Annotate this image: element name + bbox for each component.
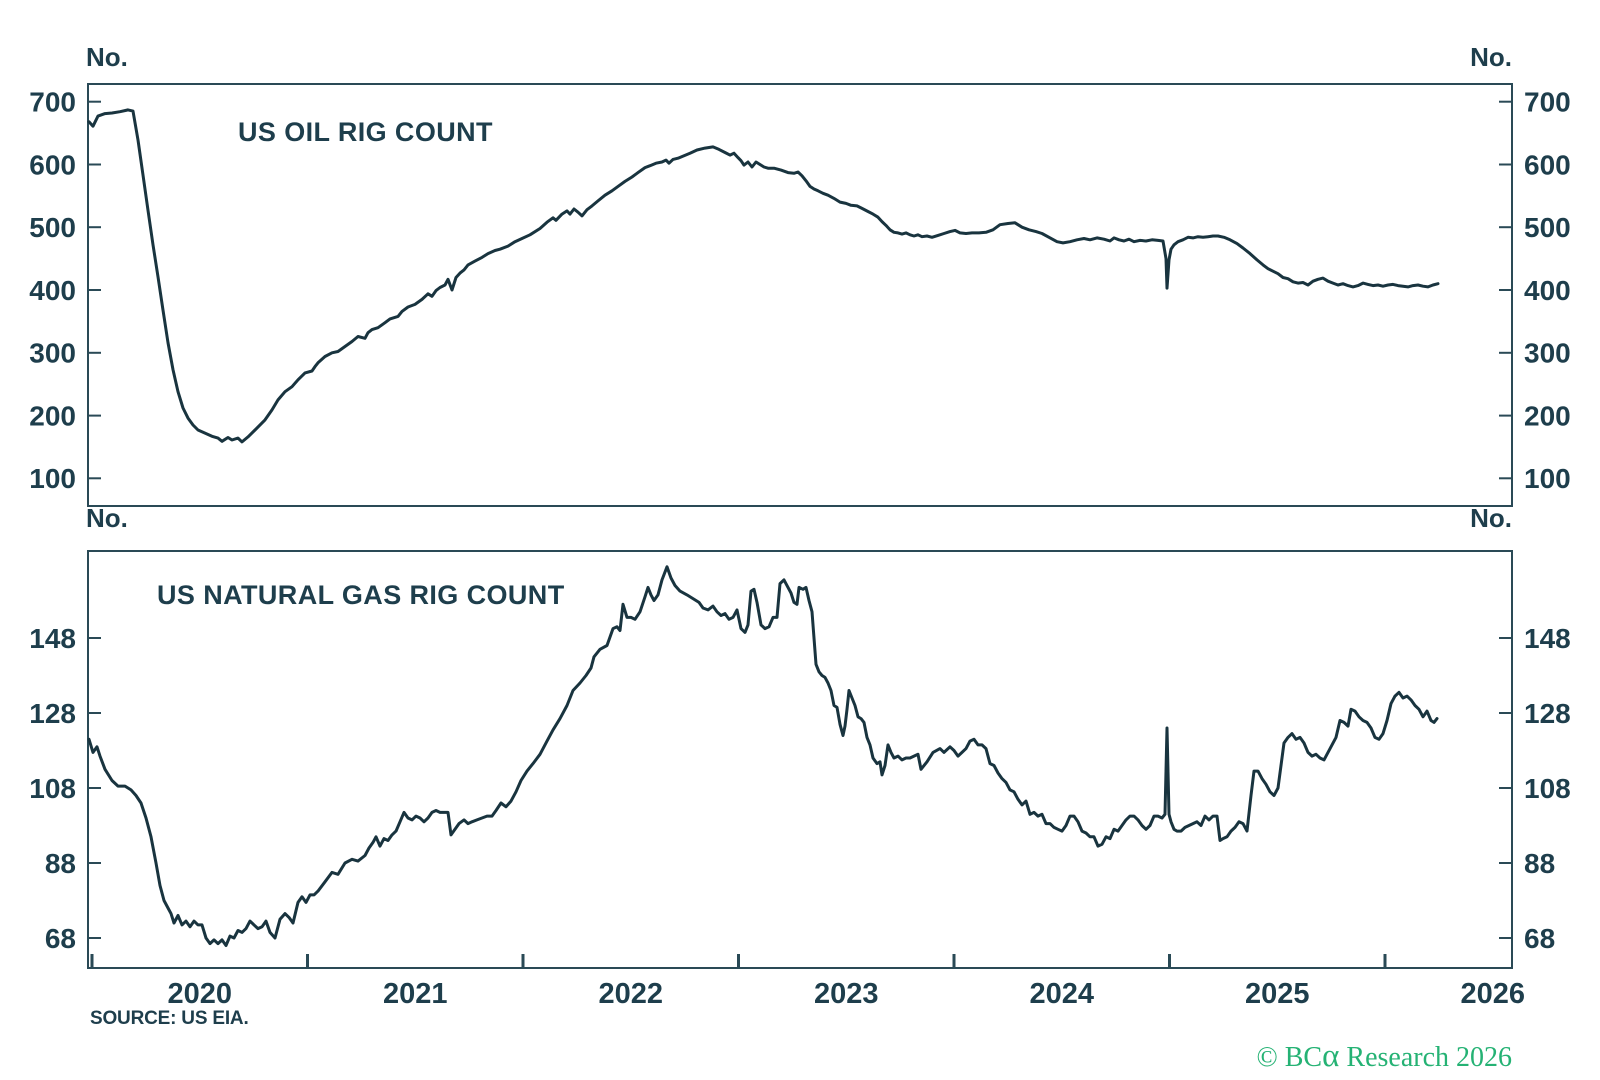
source-note: SOURCE: US EIA. xyxy=(90,1008,249,1029)
y-tick-label-right: 108 xyxy=(1524,773,1571,804)
us-oil-rig-count-line xyxy=(87,108,1440,444)
y-tick-label-left: 148 xyxy=(29,623,76,654)
unit-label-oil-left: No. xyxy=(86,42,128,72)
unit-label-oil-right: No. xyxy=(1470,42,1512,72)
y-tick-label-right: 300 xyxy=(1524,338,1571,369)
x-year-label: 2025 xyxy=(1245,978,1310,1010)
plot-border xyxy=(87,550,1513,969)
y-tick-label-left: 500 xyxy=(29,212,76,243)
y-tick-label-left: 108 xyxy=(29,773,76,804)
gas-chart-title: US NATURAL GAS RIG COUNT xyxy=(157,580,565,610)
unit-label-gas-left: No. xyxy=(86,503,128,533)
y-tick-label-right: 600 xyxy=(1524,149,1571,180)
y-tick-label-right: 128 xyxy=(1524,698,1571,729)
y-tick-label-left: 300 xyxy=(29,338,76,369)
alpha-glyph: α xyxy=(1322,1038,1340,1074)
unit-label-gas-right: No. xyxy=(1470,503,1512,533)
y-tick-label-left: 200 xyxy=(29,400,76,431)
x-year-label: 2020 xyxy=(168,978,233,1010)
copyright-suffix: Research 2026 xyxy=(1339,1042,1512,1073)
x-year-label: 2024 xyxy=(1030,978,1095,1010)
y-tick-label-right: 700 xyxy=(1524,87,1571,118)
x-year-label: 2021 xyxy=(383,978,448,1010)
y-tick-label-left: 600 xyxy=(29,149,76,180)
plot-border xyxy=(87,83,1513,507)
y-tick-label-right: 88 xyxy=(1524,848,1555,879)
y-tick-label-left: 68 xyxy=(45,923,76,954)
y-tick-label-left: 128 xyxy=(29,698,76,729)
y-tick-label-left: 88 xyxy=(45,848,76,879)
y-tick-label-left: 700 xyxy=(29,87,76,118)
y-tick-label-right: 500 xyxy=(1524,212,1571,243)
y-tick-label-left: 100 xyxy=(29,463,76,494)
y-tick-label-right: 200 xyxy=(1524,400,1571,431)
oil-chart-title: US OIL RIG COUNT xyxy=(238,117,493,147)
x-year-label: 2026 xyxy=(1461,978,1526,1010)
x-year-label: 2022 xyxy=(599,978,664,1010)
y-tick-label-right: 100 xyxy=(1524,463,1571,494)
bca-research-logo: © BCα Research 2026 xyxy=(1256,1040,1512,1074)
y-tick-label-left: 400 xyxy=(29,275,76,306)
y-tick-label-right: 400 xyxy=(1524,275,1571,306)
y-tick-label-right: 148 xyxy=(1524,623,1571,654)
y-tick-label-right: 68 xyxy=(1524,923,1555,954)
x-year-label: 2023 xyxy=(814,978,879,1010)
us-natural-gas-rig-count-line xyxy=(87,565,1439,947)
copyright-prefix: © BC xyxy=(1256,1042,1323,1073)
